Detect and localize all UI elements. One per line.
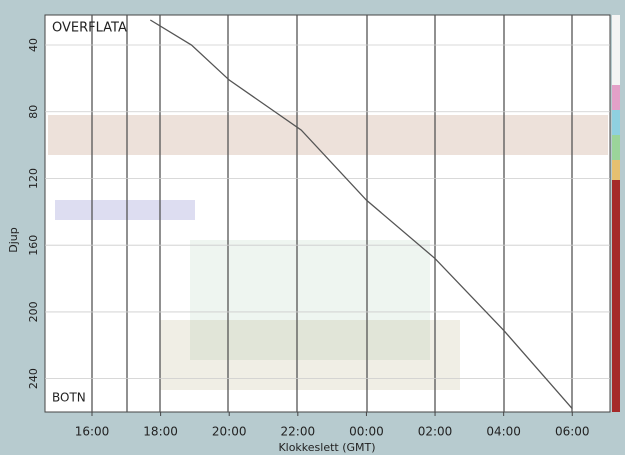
x-axis-label: Klokkeslett (GMT) [278,441,375,454]
depth-line [149,19,573,410]
y-tick-label: 80 [27,105,40,119]
annotation: BOTN [52,391,86,405]
x-tick-label: 22:00 [281,425,316,439]
plot-area [44,14,611,413]
y-tick-label: 200 [27,301,40,322]
x-tick-label: 02:00 [418,425,453,439]
x-tick-label: 00:00 [349,425,384,439]
y-tick-label: 160 [27,235,40,256]
x-tick-label: 18:00 [143,425,178,439]
y-tick-label: 40 [27,38,40,52]
y-tick-label: 120 [27,168,40,189]
y-tick-label: 240 [27,368,40,389]
x-tick-label: 16:00 [75,425,110,439]
color-scale [612,15,620,412]
y-axis-label: Djup [7,227,20,252]
time-markers [91,15,573,412]
annotation: OVERFLATA [52,21,127,36]
x-tick-label: 20:00 [212,425,247,439]
x-tick-label: 04:00 [486,425,521,439]
x-tick-label: 06:00 [555,425,590,439]
